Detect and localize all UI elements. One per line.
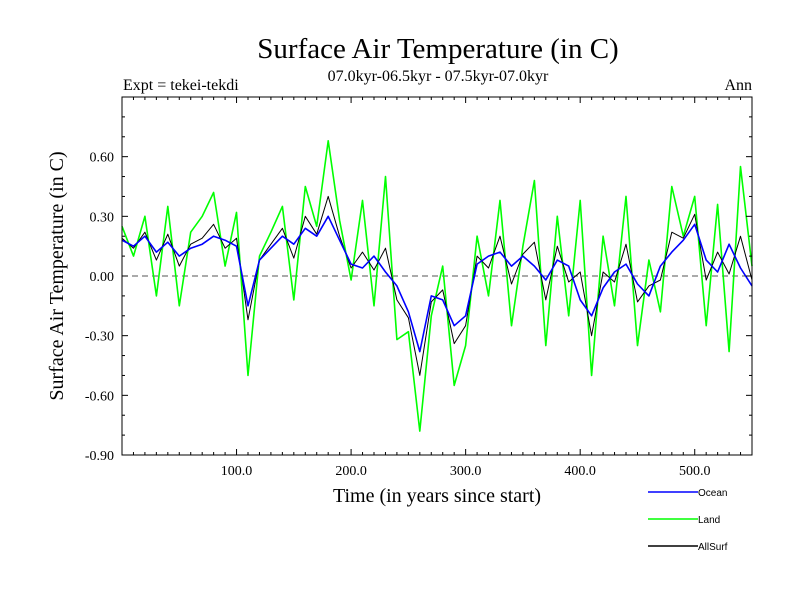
y-axis-label: Surface Air Temperature (in C) (46, 151, 68, 400)
y-tick-label: -0.90 (85, 449, 114, 464)
y-tick-label: 0.30 (90, 210, 115, 225)
legend-label-ocean: Ocean (698, 488, 727, 499)
series-line-land (121, 140, 753, 432)
x-tick-label: 200.0 (335, 464, 367, 479)
chart-title: Surface Air Temperature (in C) (257, 33, 618, 65)
y-tick-label: 0.60 (90, 151, 115, 166)
x-tick-label: 100.0 (221, 464, 253, 479)
experiment-label: Expt = tekei-tekdi (123, 77, 239, 94)
legend-label-allsurf: AllSurf (698, 542, 728, 553)
x-axis-label: Time (in years since start) (333, 485, 541, 507)
chart-subtitle: 07.0kyr-06.5kyr - 07.5kyr-07.0kyr (328, 68, 549, 85)
y-tick-label: 0.00 (90, 270, 115, 285)
series-layer (121, 140, 753, 432)
y-tick-label: -0.30 (85, 330, 114, 345)
series-line-ocean (121, 215, 753, 353)
y-tick-label: -0.60 (85, 389, 114, 404)
x-axis: 100.0 200.0 300.0 400.0 500.0 (132, 97, 742, 479)
y-axis: -0.90 -0.60 -0.30 0.00 0.30 0.60 (85, 116, 752, 464)
x-tick-label: 500.0 (679, 464, 711, 479)
season-label: Ann (724, 77, 752, 94)
x-tick-label: 300.0 (450, 464, 482, 479)
x-tick-label: 400.0 (564, 464, 596, 479)
legend: Ocean Land AllSurf (648, 488, 728, 553)
series-line-allsurf (121, 195, 753, 376)
legend-label-land: Land (698, 515, 720, 526)
